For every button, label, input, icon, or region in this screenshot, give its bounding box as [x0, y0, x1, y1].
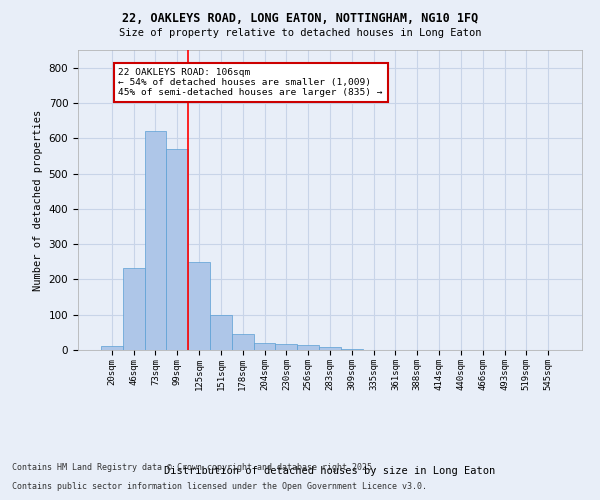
- Bar: [341, 349, 363, 350]
- Bar: [210, 314, 232, 350]
- Bar: [123, 268, 145, 350]
- Bar: [166, 149, 188, 350]
- Bar: [275, 344, 297, 350]
- Bar: [101, 346, 123, 350]
- Bar: [145, 131, 166, 350]
- X-axis label: Distribution of detached houses by size in Long Eaton: Distribution of detached houses by size …: [164, 466, 496, 476]
- Text: 22 OAKLEYS ROAD: 106sqm
← 54% of detached houses are smaller (1,009)
45% of semi: 22 OAKLEYS ROAD: 106sqm ← 54% of detache…: [118, 68, 383, 98]
- Bar: [232, 334, 254, 350]
- Text: Contains public sector information licensed under the Open Government Licence v3: Contains public sector information licen…: [12, 482, 427, 491]
- Bar: [254, 343, 275, 350]
- Bar: [188, 262, 210, 350]
- Bar: [297, 344, 319, 350]
- Y-axis label: Number of detached properties: Number of detached properties: [33, 110, 43, 290]
- Text: 22, OAKLEYS ROAD, LONG EATON, NOTTINGHAM, NG10 1FQ: 22, OAKLEYS ROAD, LONG EATON, NOTTINGHAM…: [122, 12, 478, 26]
- Bar: [319, 347, 341, 350]
- Text: Contains HM Land Registry data © Crown copyright and database right 2025.: Contains HM Land Registry data © Crown c…: [12, 464, 377, 472]
- Text: Size of property relative to detached houses in Long Eaton: Size of property relative to detached ho…: [119, 28, 481, 38]
